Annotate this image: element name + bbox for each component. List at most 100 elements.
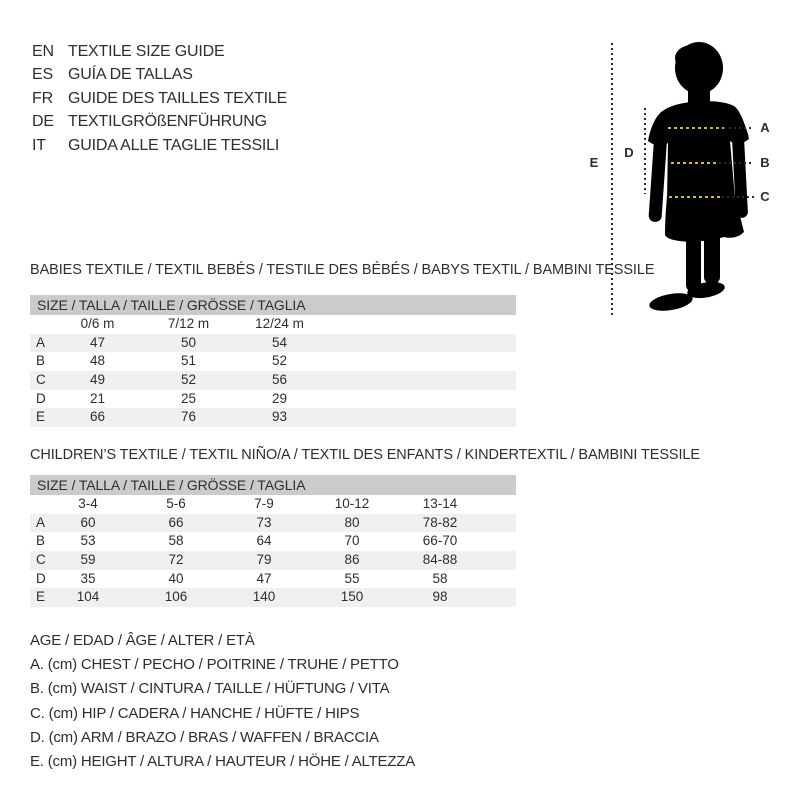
table-cell: 73 [256, 514, 272, 530]
hip-measure-leader [722, 196, 754, 198]
filler-cell [484, 588, 516, 607]
row-label: A [36, 334, 46, 350]
legend-chest: A. (cm) CHEST / PECHO / POITRINE / TRUHE… [30, 656, 399, 674]
table-row: B 53 58 64 70 66-70 [30, 532, 516, 551]
legend-height: E. (cm) HEIGHT / ALTURA / HAUTEUR / HÖHE… [30, 753, 416, 771]
row-label: D [36, 390, 46, 406]
table-cell: 29 [271, 390, 288, 406]
table-cell: 66 [168, 514, 184, 530]
row-label: A [36, 514, 46, 530]
chest-measure-leader [724, 127, 754, 129]
legend-age: AGE / EDAD / ÂGE / ALTER / ETÀ [30, 632, 255, 649]
table-row: C 59 72 79 86 84-88 [30, 551, 516, 570]
column-header: 12/24 m [255, 316, 304, 331]
row-label: C [36, 372, 46, 388]
column-header: 10-12 [334, 496, 370, 511]
column-header: 3-4 [78, 496, 98, 511]
legend-waist: B. (cm) WAIST / CINTURA / TAILLE / HÜFTU… [30, 680, 390, 698]
column-header: 13-14 [422, 496, 458, 511]
language-code: FR [32, 89, 53, 107]
language-title: TEXTILE SIZE GUIDE [68, 43, 225, 60]
table-row: D 21 25 29 [30, 390, 516, 409]
filler-cell [325, 371, 516, 390]
table-cell: 59 [80, 552, 96, 568]
measure-label-d: D [624, 145, 634, 160]
children-size-table: 3-4 5-6 7-9 10-12 13-14 A 60 66 73 80 78… [30, 495, 516, 608]
table-row: A 60 66 73 80 78-82 [30, 513, 516, 533]
measure-label-a: A [760, 120, 770, 135]
language-code: DE [32, 113, 54, 131]
babies-section-title: BABIES TEXTILE / TEXTIL BEBÉS / TESTILE … [30, 262, 655, 278]
babies-size-table: 0/6 m 7/12 m 12/24 m A 47 50 54 B 48 51 … [30, 315, 516, 428]
table-cell: 25 [180, 390, 197, 406]
table-row: C 49 52 56 [30, 371, 516, 390]
table-cell: 79 [256, 552, 272, 568]
language-row-de: DE TEXTILGRÖßENFÜHRUNG [32, 110, 287, 133]
table-corner-cell [30, 315, 52, 334]
legend-arm: D. (cm) ARM / BRAZO / BRAS / WAFFEN / BR… [30, 728, 379, 746]
row-label: D [36, 570, 46, 586]
table-cell: 53 [80, 533, 96, 549]
table-row: E 104 106 140 150 98 [30, 588, 516, 608]
table-cell: 98 [432, 589, 448, 605]
table-cell: 54 [271, 334, 288, 350]
table-cell: 84-88 [422, 552, 458, 568]
waist-measure-leader [719, 162, 754, 164]
filler-cell [484, 532, 516, 551]
height-measure-line [611, 43, 613, 317]
table-cell: 40 [168, 570, 184, 586]
row-label: E [36, 589, 46, 605]
table-cell: 55 [344, 570, 360, 586]
table-cell: 66-70 [422, 533, 458, 549]
table-cell: 64 [256, 533, 272, 549]
table-cell: 47 [89, 334, 106, 350]
filler-cell [325, 408, 516, 427]
table-cell: 52 [271, 353, 288, 369]
language-row-en: EN TEXTILE SIZE GUIDE [32, 40, 287, 63]
table-cell: 86 [344, 552, 360, 568]
table-cell: 140 [252, 589, 276, 605]
table-row: B 48 51 52 [30, 352, 516, 371]
table-cell: 93 [271, 409, 288, 425]
hip-measure-dashes [669, 196, 722, 198]
language-title: GUIDA ALLE TAGLIE TESSILI [68, 136, 280, 154]
filler-cell [325, 334, 516, 353]
filler-cell [325, 352, 516, 371]
language-title: GUÍA DE TALLAS [68, 66, 193, 84]
table-cell: 78-82 [422, 514, 458, 530]
column-header: 0/6 m [80, 316, 115, 331]
table-cell: 52 [180, 372, 197, 388]
measure-label-e: E [589, 155, 599, 170]
table-cell: 58 [432, 570, 448, 586]
language-title-list: EN TEXTILE SIZE GUIDE ES GUÍA DE TALLAS … [32, 40, 287, 157]
measurement-legend: AGE / EDAD / ÂGE / ALTER / ETÀ A. (cm) C… [30, 629, 415, 774]
table-cell: 104 [76, 589, 100, 605]
filler-cell [484, 570, 516, 589]
row-label: B [36, 533, 46, 549]
row-label: E [36, 409, 46, 425]
filler-cell [325, 390, 516, 409]
table-cell: 70 [344, 533, 360, 549]
table-cell: 48 [89, 353, 106, 369]
measure-label-c: C [760, 189, 770, 204]
table-cell: 56 [271, 372, 288, 388]
children-section-title: CHILDREN’S TEXTILE / TEXTIL NIÑO/A / TEX… [30, 447, 700, 463]
table-cell: 50 [180, 334, 197, 350]
table-cell: 106 [164, 589, 188, 605]
table-cell: 49 [89, 372, 106, 388]
language-code: ES [32, 66, 53, 84]
table-cell: 76 [180, 409, 197, 425]
child-silhouette-icon [648, 42, 749, 311]
babies-size-header-bar: SIZE / TALLA / TAILLE / GRÖSSE / TAGLIA [30, 295, 516, 315]
table-header-row: 3-4 5-6 7-9 10-12 13-14 [30, 495, 516, 514]
table-row: D 35 40 47 55 58 [30, 570, 516, 589]
filler-cell [484, 495, 516, 514]
table-cell: 72 [168, 552, 184, 568]
table-row: A 47 50 54 [30, 333, 516, 353]
table-cell: 58 [168, 533, 184, 549]
language-row-es: ES GUÍA DE TALLAS [32, 63, 287, 86]
table-cell: 51 [180, 353, 197, 369]
table-cell: 80 [344, 514, 360, 530]
row-label: C [36, 552, 46, 568]
chest-measure-dashes [668, 127, 724, 129]
